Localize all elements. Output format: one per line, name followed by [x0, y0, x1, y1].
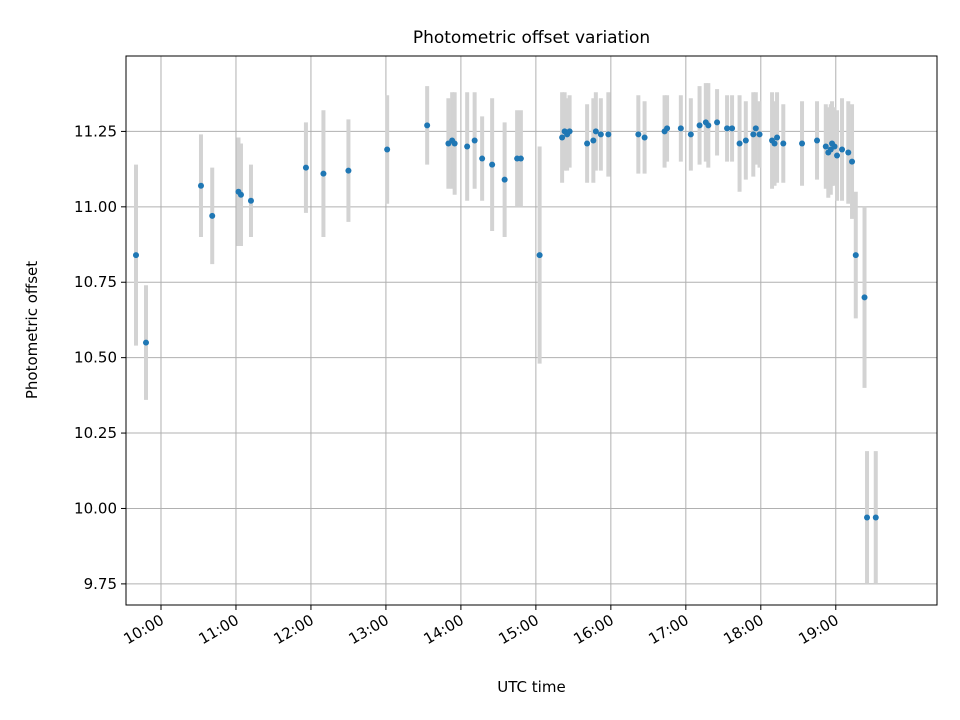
- y-axis-ticks: 9.75 10.00 10.25 10.50 10.75 11.00 11.25: [74, 122, 126, 593]
- y-tick-label: 10.25: [74, 424, 117, 442]
- data-point: [501, 176, 508, 183]
- x-tick-label: 18:00: [720, 611, 766, 648]
- x-tick-label: 17:00: [645, 611, 691, 648]
- data-point: [814, 137, 821, 144]
- data-point: [696, 122, 703, 129]
- data-point: [345, 167, 352, 174]
- data-point: [605, 131, 612, 138]
- data-point: [517, 155, 524, 162]
- y-tick-label: 10.00: [74, 499, 117, 517]
- data-point: [471, 137, 478, 144]
- x-tick-label: 10:00: [121, 611, 167, 648]
- data-point: [864, 514, 871, 521]
- data-point: [831, 143, 838, 150]
- data-point: [714, 119, 721, 126]
- x-axis-label: UTC time: [497, 678, 565, 696]
- data-point: [590, 137, 597, 144]
- data-point: [597, 131, 604, 138]
- data-point: [142, 339, 149, 346]
- data-point: [384, 146, 391, 153]
- data-point: [705, 122, 712, 129]
- data-point: [247, 197, 254, 204]
- data-point: [839, 146, 846, 153]
- x-tick-label: 19:00: [795, 611, 841, 648]
- data-point: [451, 140, 458, 147]
- data-point: [237, 191, 244, 198]
- data-point: [799, 140, 806, 147]
- data-point: [424, 122, 431, 129]
- data-point: [641, 134, 648, 141]
- y-tick-label: 10.50: [74, 349, 117, 367]
- x-tick-label: 11:00: [196, 611, 242, 648]
- data-point: [592, 128, 599, 135]
- data-point: [845, 149, 852, 156]
- data-point: [729, 125, 736, 132]
- data-point: [489, 161, 496, 168]
- data-point: [861, 294, 868, 301]
- data-point: [724, 125, 731, 132]
- data-point: [209, 212, 216, 219]
- data-point: [771, 140, 778, 147]
- data-point: [750, 131, 757, 138]
- data-point: [756, 131, 763, 138]
- y-axis-label: Photometric offset: [23, 261, 41, 399]
- data-point: [834, 152, 841, 159]
- data-point: [752, 125, 759, 132]
- x-tick-label: 13:00: [345, 611, 391, 648]
- data-point: [822, 143, 829, 150]
- data-point: [687, 131, 694, 138]
- data-point: [677, 125, 684, 132]
- data-point: [872, 514, 879, 521]
- data-point: [559, 134, 566, 141]
- data-point: [320, 170, 327, 177]
- data-point: [197, 182, 204, 189]
- data-point: [479, 155, 486, 162]
- data-point: [780, 140, 787, 147]
- data-point: [464, 143, 471, 150]
- y-tick-label: 9.75: [84, 575, 117, 593]
- data-point: [132, 252, 139, 259]
- data-point: [635, 131, 642, 138]
- point-layer: [132, 119, 879, 521]
- data-point: [742, 137, 749, 144]
- data-point: [736, 140, 743, 147]
- x-tick-label: 16:00: [570, 611, 616, 648]
- data-point: [664, 125, 671, 132]
- plot-frame: [125, 55, 938, 606]
- data-point: [566, 128, 573, 135]
- x-tick-label: 14:00: [420, 611, 466, 648]
- x-tick-label: 12:00: [271, 611, 317, 648]
- data-point: [584, 140, 591, 147]
- data-point: [302, 164, 309, 171]
- y-tick-label: 10.75: [74, 273, 117, 291]
- y-tick-label: 11.25: [74, 122, 117, 140]
- data-point: [852, 252, 859, 259]
- data-point: [774, 134, 781, 141]
- data-point: [849, 158, 856, 165]
- y-tick-label: 11.00: [74, 198, 117, 216]
- grid-layer: [126, 56, 937, 605]
- x-axis-ticks: 10:00 11:00 12:00 13:00 14:00 15:00 16:00 17:00…: [121, 605, 842, 648]
- chart-title: Photometric offset variation: [413, 28, 650, 48]
- x-tick-label: 15:00: [495, 611, 541, 648]
- data-point: [536, 252, 543, 259]
